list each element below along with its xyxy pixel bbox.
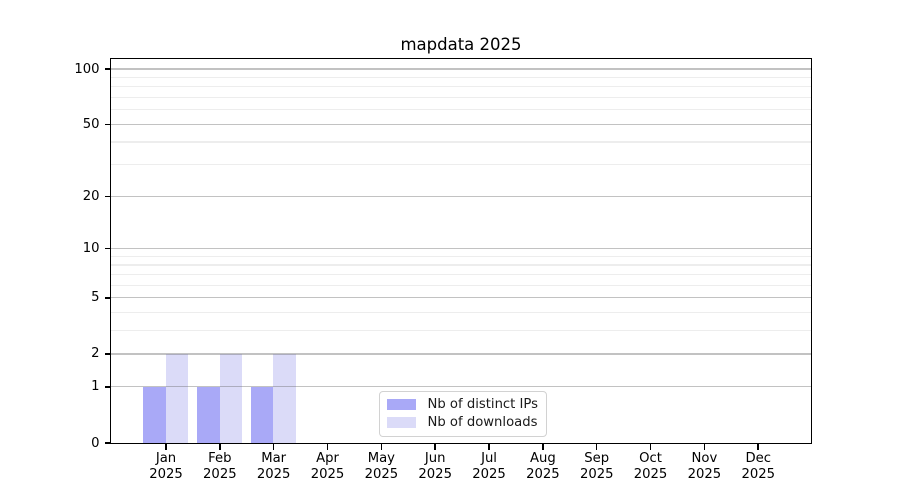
x-tick [542, 444, 544, 450]
bar-nb-of-distinct-ips-jan [143, 386, 166, 443]
y-gridline-minor [111, 273, 811, 276]
x-tick [434, 444, 436, 450]
y-gridline-minor [111, 86, 811, 88]
x-tick-label: Jul 2025 [472, 451, 506, 482]
y-gridline-minor [111, 330, 811, 332]
y-gridline-minor [111, 109, 811, 111]
y-tick [104, 386, 111, 388]
x-tick [649, 444, 652, 450]
y-gridline-major [111, 353, 811, 355]
x-tick-label: Dec 2025 [741, 451, 776, 482]
y-gridline-minor [111, 164, 811, 166]
chart-title: mapdata 2025 [400, 35, 522, 54]
y-tick [104, 68, 111, 70]
legend-swatch-downloads [386, 417, 416, 429]
y-tick-label: 5 [91, 290, 100, 306]
x-tick [488, 444, 490, 450]
y-tick-label: 2 [91, 346, 100, 362]
y-gridline-major [111, 123, 811, 125]
y-gridline-minor [111, 255, 811, 257]
x-tick-label: Sep 2025 [579, 451, 614, 482]
x-tick-label: Mar 2025 [256, 451, 291, 482]
y-tick-label: 20 [82, 188, 100, 204]
x-tick-label: Jan 2025 [149, 451, 183, 482]
bar-nb-of-distinct-ips-feb [197, 386, 220, 443]
x-tick [380, 444, 383, 450]
x-tick-label: Aug 2025 [526, 451, 560, 482]
x-tick [703, 444, 706, 450]
x-tick-label: Jun 2025 [418, 451, 452, 482]
x-tick [219, 444, 221, 450]
y-tick-label: 100 [74, 61, 100, 77]
y-tick-label: 10 [82, 241, 100, 257]
x-tick-label: Apr 2025 [310, 451, 345, 482]
y-tick-label: 50 [82, 116, 100, 132]
legend-swatch-distinct-ips [386, 399, 416, 411]
legend-entry-distinct-ips: Nb of distinct IPs [386, 397, 547, 413]
x-tick-label: May 2025 [364, 451, 399, 482]
bar-nb-of-distinct-ips-mar [250, 386, 274, 443]
y-gridline-minor [111, 141, 811, 143]
x-tick-label: Feb 2025 [203, 451, 237, 482]
bar-nb-of-downloads-feb [219, 353, 243, 443]
x-tick-label: Oct 2025 [633, 451, 668, 482]
legend-entry-downloads: Nb of downloads [386, 415, 547, 431]
y-tick [104, 297, 111, 299]
y-gridline-minor [111, 264, 811, 266]
y-gridline-minor [111, 76, 811, 79]
y-gridline-major [111, 248, 811, 250]
x-tick [757, 444, 759, 450]
y-gridline-major [111, 195, 811, 197]
legend-label-downloads: Nb of downloads [427, 415, 538, 431]
y-gridline-minor [111, 311, 811, 314]
y-gridline-major [111, 386, 811, 388]
y-tick [104, 353, 111, 355]
y-gridline-major [111, 297, 811, 299]
y-tick [104, 442, 111, 444]
bar-nb-of-downloads-jan [165, 353, 189, 443]
y-tick-label: 1 [91, 379, 100, 395]
y-tick [104, 247, 111, 250]
legend-label-distinct-ips: Nb of distinct IPs [427, 397, 539, 413]
x-tick [272, 444, 275, 450]
legend: Nb of distinct IPs Nb of downloads [378, 391, 547, 437]
bar-nb-of-downloads-mar [273, 353, 296, 443]
y-gridline-minor [111, 96, 811, 99]
y-tick-label: 0 [91, 435, 100, 451]
x-tick [326, 444, 329, 450]
x-tick-label: Nov 2025 [687, 451, 722, 482]
y-tick [104, 123, 111, 126]
x-tick [165, 444, 167, 450]
y-gridline-major [111, 68, 811, 70]
y-gridline-minor [111, 284, 811, 286]
x-tick [595, 444, 598, 450]
y-tick [104, 195, 111, 198]
